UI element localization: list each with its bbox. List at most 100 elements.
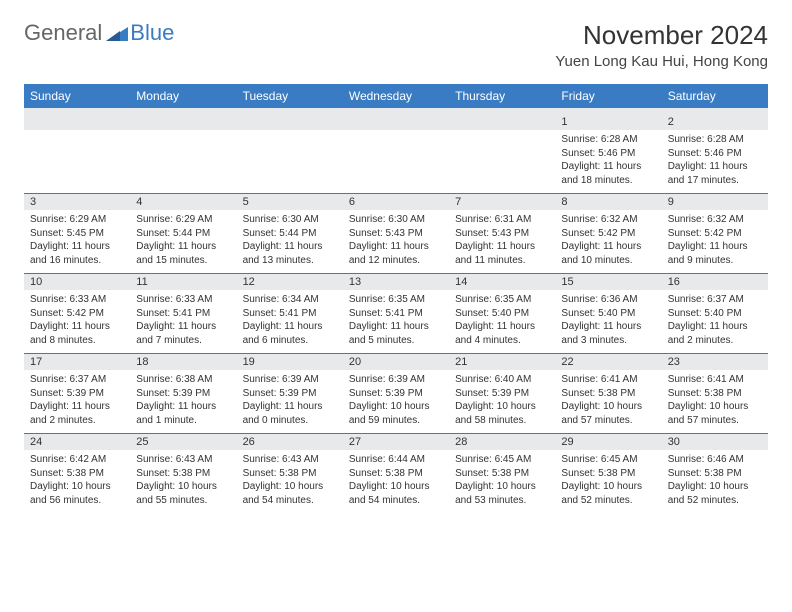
day-sunrise-text: Sunrise: 6:39 AM	[243, 373, 337, 387]
month-title: November 2024	[555, 20, 768, 51]
day-detail-cell: Sunrise: 6:42 AMSunset: 5:38 PMDaylight:…	[24, 450, 130, 513]
day-number-cell: 16	[662, 274, 768, 291]
day-number-cell	[24, 111, 130, 130]
day-sunset-text: Sunset: 5:39 PM	[243, 387, 337, 401]
day-day2-text: and 10 minutes.	[561, 254, 655, 268]
day-sunset-text: Sunset: 5:39 PM	[455, 387, 549, 401]
day-number-cell: 10	[24, 274, 130, 291]
day-number-cell: 18	[130, 354, 236, 371]
day-sunset-text: Sunset: 5:38 PM	[349, 467, 443, 481]
day-day1-text: Daylight: 11 hours	[243, 400, 337, 414]
day-number-cell: 13	[343, 274, 449, 291]
day-detail-cell: Sunrise: 6:33 AMSunset: 5:41 PMDaylight:…	[130, 290, 236, 354]
day-sunset-text: Sunset: 5:40 PM	[561, 307, 655, 321]
day-number-cell: 26	[237, 434, 343, 451]
day-day2-text: and 18 minutes.	[561, 174, 655, 188]
day-detail-cell: Sunrise: 6:44 AMSunset: 5:38 PMDaylight:…	[343, 450, 449, 513]
day-day1-text: Daylight: 10 hours	[136, 480, 230, 494]
day-number-cell: 17	[24, 354, 130, 371]
day-sunrise-text: Sunrise: 6:30 AM	[349, 213, 443, 227]
day-day2-text: and 52 minutes.	[668, 494, 762, 508]
day-sunrise-text: Sunrise: 6:36 AM	[561, 293, 655, 307]
day-sunset-text: Sunset: 5:45 PM	[30, 227, 124, 241]
day-day1-text: Daylight: 10 hours	[668, 480, 762, 494]
day-day1-text: Daylight: 11 hours	[30, 240, 124, 254]
weekday-header: Thursday	[449, 84, 555, 111]
day-number-cell: 2	[662, 111, 768, 130]
day-number-cell	[343, 111, 449, 130]
brand-part2: Blue	[130, 20, 174, 46]
day-sunrise-text: Sunrise: 6:45 AM	[455, 453, 549, 467]
day-day1-text: Daylight: 11 hours	[455, 320, 549, 334]
day-sunset-text: Sunset: 5:38 PM	[668, 387, 762, 401]
day-detail-cell: Sunrise: 6:46 AMSunset: 5:38 PMDaylight:…	[662, 450, 768, 513]
day-day2-text: and 15 minutes.	[136, 254, 230, 268]
day-sunrise-text: Sunrise: 6:38 AM	[136, 373, 230, 387]
day-sunset-text: Sunset: 5:43 PM	[455, 227, 549, 241]
weekday-header: Wednesday	[343, 84, 449, 111]
day-day2-text: and 56 minutes.	[30, 494, 124, 508]
day-number-cell: 3	[24, 194, 130, 211]
day-sunrise-text: Sunrise: 6:32 AM	[561, 213, 655, 227]
day-sunset-text: Sunset: 5:44 PM	[136, 227, 230, 241]
day-day1-text: Daylight: 11 hours	[136, 240, 230, 254]
day-detail-cell: Sunrise: 6:28 AMSunset: 5:46 PMDaylight:…	[555, 130, 661, 194]
day-detail-cell	[130, 130, 236, 194]
day-number-cell	[130, 111, 236, 130]
day-detail-cell: Sunrise: 6:41 AMSunset: 5:38 PMDaylight:…	[555, 370, 661, 434]
day-number-cell: 11	[130, 274, 236, 291]
day-number-cell: 28	[449, 434, 555, 451]
day-day1-text: Daylight: 11 hours	[243, 320, 337, 334]
day-sunrise-text: Sunrise: 6:39 AM	[349, 373, 443, 387]
day-number-cell: 8	[555, 194, 661, 211]
day-sunset-text: Sunset: 5:41 PM	[243, 307, 337, 321]
calendar-header-row: SundayMondayTuesdayWednesdayThursdayFrid…	[24, 84, 768, 111]
day-sunrise-text: Sunrise: 6:43 AM	[243, 453, 337, 467]
day-day2-text: and 7 minutes.	[136, 334, 230, 348]
day-day2-text: and 12 minutes.	[349, 254, 443, 268]
day-day1-text: Daylight: 11 hours	[455, 240, 549, 254]
day-detail-row: Sunrise: 6:37 AMSunset: 5:39 PMDaylight:…	[24, 370, 768, 434]
day-detail-cell: Sunrise: 6:29 AMSunset: 5:45 PMDaylight:…	[24, 210, 130, 274]
day-day1-text: Daylight: 11 hours	[668, 160, 762, 174]
day-day2-text: and 9 minutes.	[668, 254, 762, 268]
day-day2-text: and 59 minutes.	[349, 414, 443, 428]
day-sunset-text: Sunset: 5:46 PM	[561, 147, 655, 161]
day-day1-text: Daylight: 10 hours	[243, 480, 337, 494]
day-sunset-text: Sunset: 5:41 PM	[136, 307, 230, 321]
day-number-cell: 24	[24, 434, 130, 451]
day-detail-cell: Sunrise: 6:30 AMSunset: 5:43 PMDaylight:…	[343, 210, 449, 274]
day-detail-cell	[343, 130, 449, 194]
day-number-cell	[449, 111, 555, 130]
day-number-cell: 19	[237, 354, 343, 371]
day-day1-text: Daylight: 10 hours	[561, 400, 655, 414]
day-sunrise-text: Sunrise: 6:37 AM	[668, 293, 762, 307]
day-number-cell: 23	[662, 354, 768, 371]
location-label: Yuen Long Kau Hui, Hong Kong	[555, 53, 768, 70]
day-sunset-text: Sunset: 5:43 PM	[349, 227, 443, 241]
day-sunset-text: Sunset: 5:41 PM	[349, 307, 443, 321]
day-detail-cell: Sunrise: 6:45 AMSunset: 5:38 PMDaylight:…	[555, 450, 661, 513]
day-sunset-text: Sunset: 5:42 PM	[668, 227, 762, 241]
day-day2-text: and 57 minutes.	[668, 414, 762, 428]
day-number-cell: 1	[555, 111, 661, 130]
day-number-cell: 14	[449, 274, 555, 291]
weekday-header: Saturday	[662, 84, 768, 111]
day-detail-row: Sunrise: 6:33 AMSunset: 5:42 PMDaylight:…	[24, 290, 768, 354]
day-day1-text: Daylight: 11 hours	[349, 240, 443, 254]
day-number-cell: 30	[662, 434, 768, 451]
day-day2-text: and 58 minutes.	[455, 414, 549, 428]
day-number-cell: 21	[449, 354, 555, 371]
day-day1-text: Daylight: 11 hours	[561, 320, 655, 334]
day-number-cell: 29	[555, 434, 661, 451]
day-number-row: 17181920212223	[24, 354, 768, 371]
day-day2-text: and 4 minutes.	[455, 334, 549, 348]
day-sunrise-text: Sunrise: 6:32 AM	[668, 213, 762, 227]
day-sunrise-text: Sunrise: 6:29 AM	[30, 213, 124, 227]
day-sunrise-text: Sunrise: 6:41 AM	[668, 373, 762, 387]
day-detail-cell: Sunrise: 6:43 AMSunset: 5:38 PMDaylight:…	[130, 450, 236, 513]
day-day1-text: Daylight: 10 hours	[561, 480, 655, 494]
day-detail-cell: Sunrise: 6:35 AMSunset: 5:40 PMDaylight:…	[449, 290, 555, 354]
day-sunrise-text: Sunrise: 6:40 AM	[455, 373, 549, 387]
day-number-cell: 4	[130, 194, 236, 211]
